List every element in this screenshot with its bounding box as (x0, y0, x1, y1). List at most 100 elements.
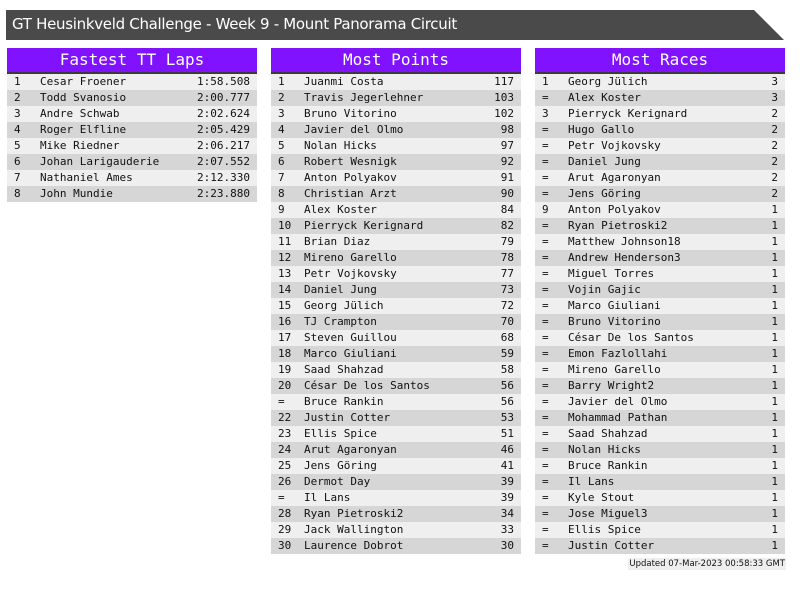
value-cell: 1 (771, 411, 778, 424)
driver-name-cell: TJ Crampton (304, 315, 377, 328)
driver-name-cell: Robert Wesnigk (304, 155, 397, 168)
driver-name-cell: Johan Larigauderie (40, 155, 160, 168)
page-title: GT Heusinkveld Challenge - Week 9 - Moun… (12, 15, 457, 33)
rank-cell: 1 (542, 75, 549, 88)
table-row: 19 Saad Shahzad 58 (271, 362, 521, 378)
rank-cell: = (542, 395, 549, 408)
table-row: 7 Nathaniel Ames 2:12.330 (7, 170, 257, 186)
driver-name-cell: César De los Santos (568, 331, 694, 344)
rank-cell: = (542, 443, 549, 456)
value-cell: 46 (500, 443, 514, 456)
driver-name-cell: Bruce Rankin (568, 459, 648, 472)
driver-name-cell: Laurence Dobrot (304, 539, 404, 552)
driver-name-cell: Justin Cotter (568, 539, 655, 552)
rank-cell: 15 (278, 299, 292, 312)
rank-cell: = (542, 299, 549, 312)
driver-name-cell: Arut Agaronyan (568, 171, 661, 184)
rank-cell: = (542, 411, 549, 424)
table-row: 29 Jack Wallington 33 (271, 522, 521, 538)
rank-cell: 26 (278, 475, 292, 488)
driver-name-cell: Barry Wright2 (568, 379, 655, 392)
driver-name-cell: Jose Miguel3 (568, 507, 648, 520)
driver-name-cell: Jens Göring (568, 187, 641, 200)
driver-name-cell: Steven Guillou (304, 331, 397, 344)
table-row: 2 Todd Svanosio 2:00.777 (7, 90, 257, 106)
driver-name-cell: Roger Elfline (40, 123, 127, 136)
rank-cell: 2 (14, 91, 21, 104)
value-cell: 1 (771, 507, 778, 520)
value-cell: 2:05.429 (197, 123, 250, 136)
rank-cell: 5 (14, 139, 21, 152)
driver-name-cell: Petr Vojkovsky (568, 139, 661, 152)
value-cell: 2:02.624 (197, 107, 250, 120)
rank-cell: 6 (278, 155, 285, 168)
value-cell: 1 (771, 539, 778, 552)
driver-name-cell: Marco Giuliani (568, 299, 661, 312)
value-cell: 41 (500, 459, 514, 472)
driver-name-cell: Georg Jülich (304, 299, 384, 312)
driver-name-cell: Pierryck Kerignard (304, 219, 424, 232)
rank-cell: = (542, 491, 549, 504)
driver-name-cell: Brian Diaz (304, 235, 371, 248)
driver-name-cell: Cesar Froener (40, 75, 127, 88)
value-cell: 1 (771, 523, 778, 536)
rank-cell: = (542, 123, 549, 136)
rank-cell: 23 (278, 427, 292, 440)
rank-cell: = (542, 363, 549, 376)
rank-cell: = (542, 91, 549, 104)
value-cell: 2:06.217 (197, 139, 250, 152)
rank-cell: 29 (278, 523, 292, 536)
rank-cell: = (542, 187, 549, 200)
driver-name-cell: Andre Schwab (40, 107, 120, 120)
driver-name-cell: Christian Arzt (304, 187, 397, 200)
value-cell: 103 (494, 91, 514, 104)
value-cell: 1 (771, 379, 778, 392)
rank-cell: = (542, 539, 549, 552)
table-row: 17 Steven Guillou 68 (271, 330, 521, 346)
table-row: = Bruno Vitorino 1 (535, 314, 785, 330)
value-cell: 97 (500, 139, 514, 152)
rank-cell: = (542, 235, 549, 248)
value-cell: 1 (771, 427, 778, 440)
table-row: 6 Robert Wesnigk 92 (271, 154, 521, 170)
table-row: 28 Ryan Pietroski2 34 (271, 506, 521, 522)
rank-cell: 13 (278, 267, 292, 280)
rank-cell: = (542, 219, 549, 232)
table-row: = Nolan Hicks 1 (535, 442, 785, 458)
rank-cell: 10 (278, 219, 292, 232)
driver-name-cell: Mike Riedner (40, 139, 120, 152)
value-cell: 1 (771, 395, 778, 408)
value-cell: 39 (500, 491, 514, 504)
driver-name-cell: Nolan Hicks (568, 443, 641, 456)
table-row: 1 Juanmi Costa 117 (271, 74, 521, 90)
table-row: 8 John Mundie 2:23.880 (7, 186, 257, 202)
table-row: 24 Arut Agaronyan 46 (271, 442, 521, 458)
driver-name-cell: Miguel Torres (568, 267, 655, 280)
leaderboard-table: 1 Cesar Froener 1:58.508 2 Todd Svanosio 2:00… (7, 74, 257, 202)
rank-cell: 9 (278, 203, 285, 216)
value-cell: 82 (500, 219, 514, 232)
driver-name-cell: Arut Agaronyan (304, 443, 397, 456)
value-cell: 1 (771, 459, 778, 472)
rank-cell: 5 (278, 139, 285, 152)
rank-cell: 24 (278, 443, 292, 456)
value-cell: 79 (500, 235, 514, 248)
value-cell: 3 (771, 91, 778, 104)
table-row: 4 Javier del Olmo 98 (271, 122, 521, 138)
fastest-tt-laps-panel: Fastest TT Laps 1 Cesar Froener 1:58.508 2 T… (7, 48, 257, 202)
driver-name-cell: Jens Göring (304, 459, 377, 472)
rank-cell: = (542, 267, 549, 280)
driver-name-cell: Saad Shahzad (304, 363, 384, 376)
table-row: 8 Christian Arzt 90 (271, 186, 521, 202)
value-cell: 1 (771, 363, 778, 376)
value-cell: 77 (500, 267, 514, 280)
rank-cell: 3 (542, 107, 549, 120)
table-row: = Saad Shahzad 1 (535, 426, 785, 442)
table-row: 5 Mike Riedner 2:06.217 (7, 138, 257, 154)
rank-cell: 25 (278, 459, 292, 472)
table-row: 22 Justin Cotter 53 (271, 410, 521, 426)
value-cell: 56 (500, 379, 514, 392)
rank-cell: 4 (278, 123, 285, 136)
rank-cell: 17 (278, 331, 292, 344)
value-cell: 30 (500, 539, 514, 552)
